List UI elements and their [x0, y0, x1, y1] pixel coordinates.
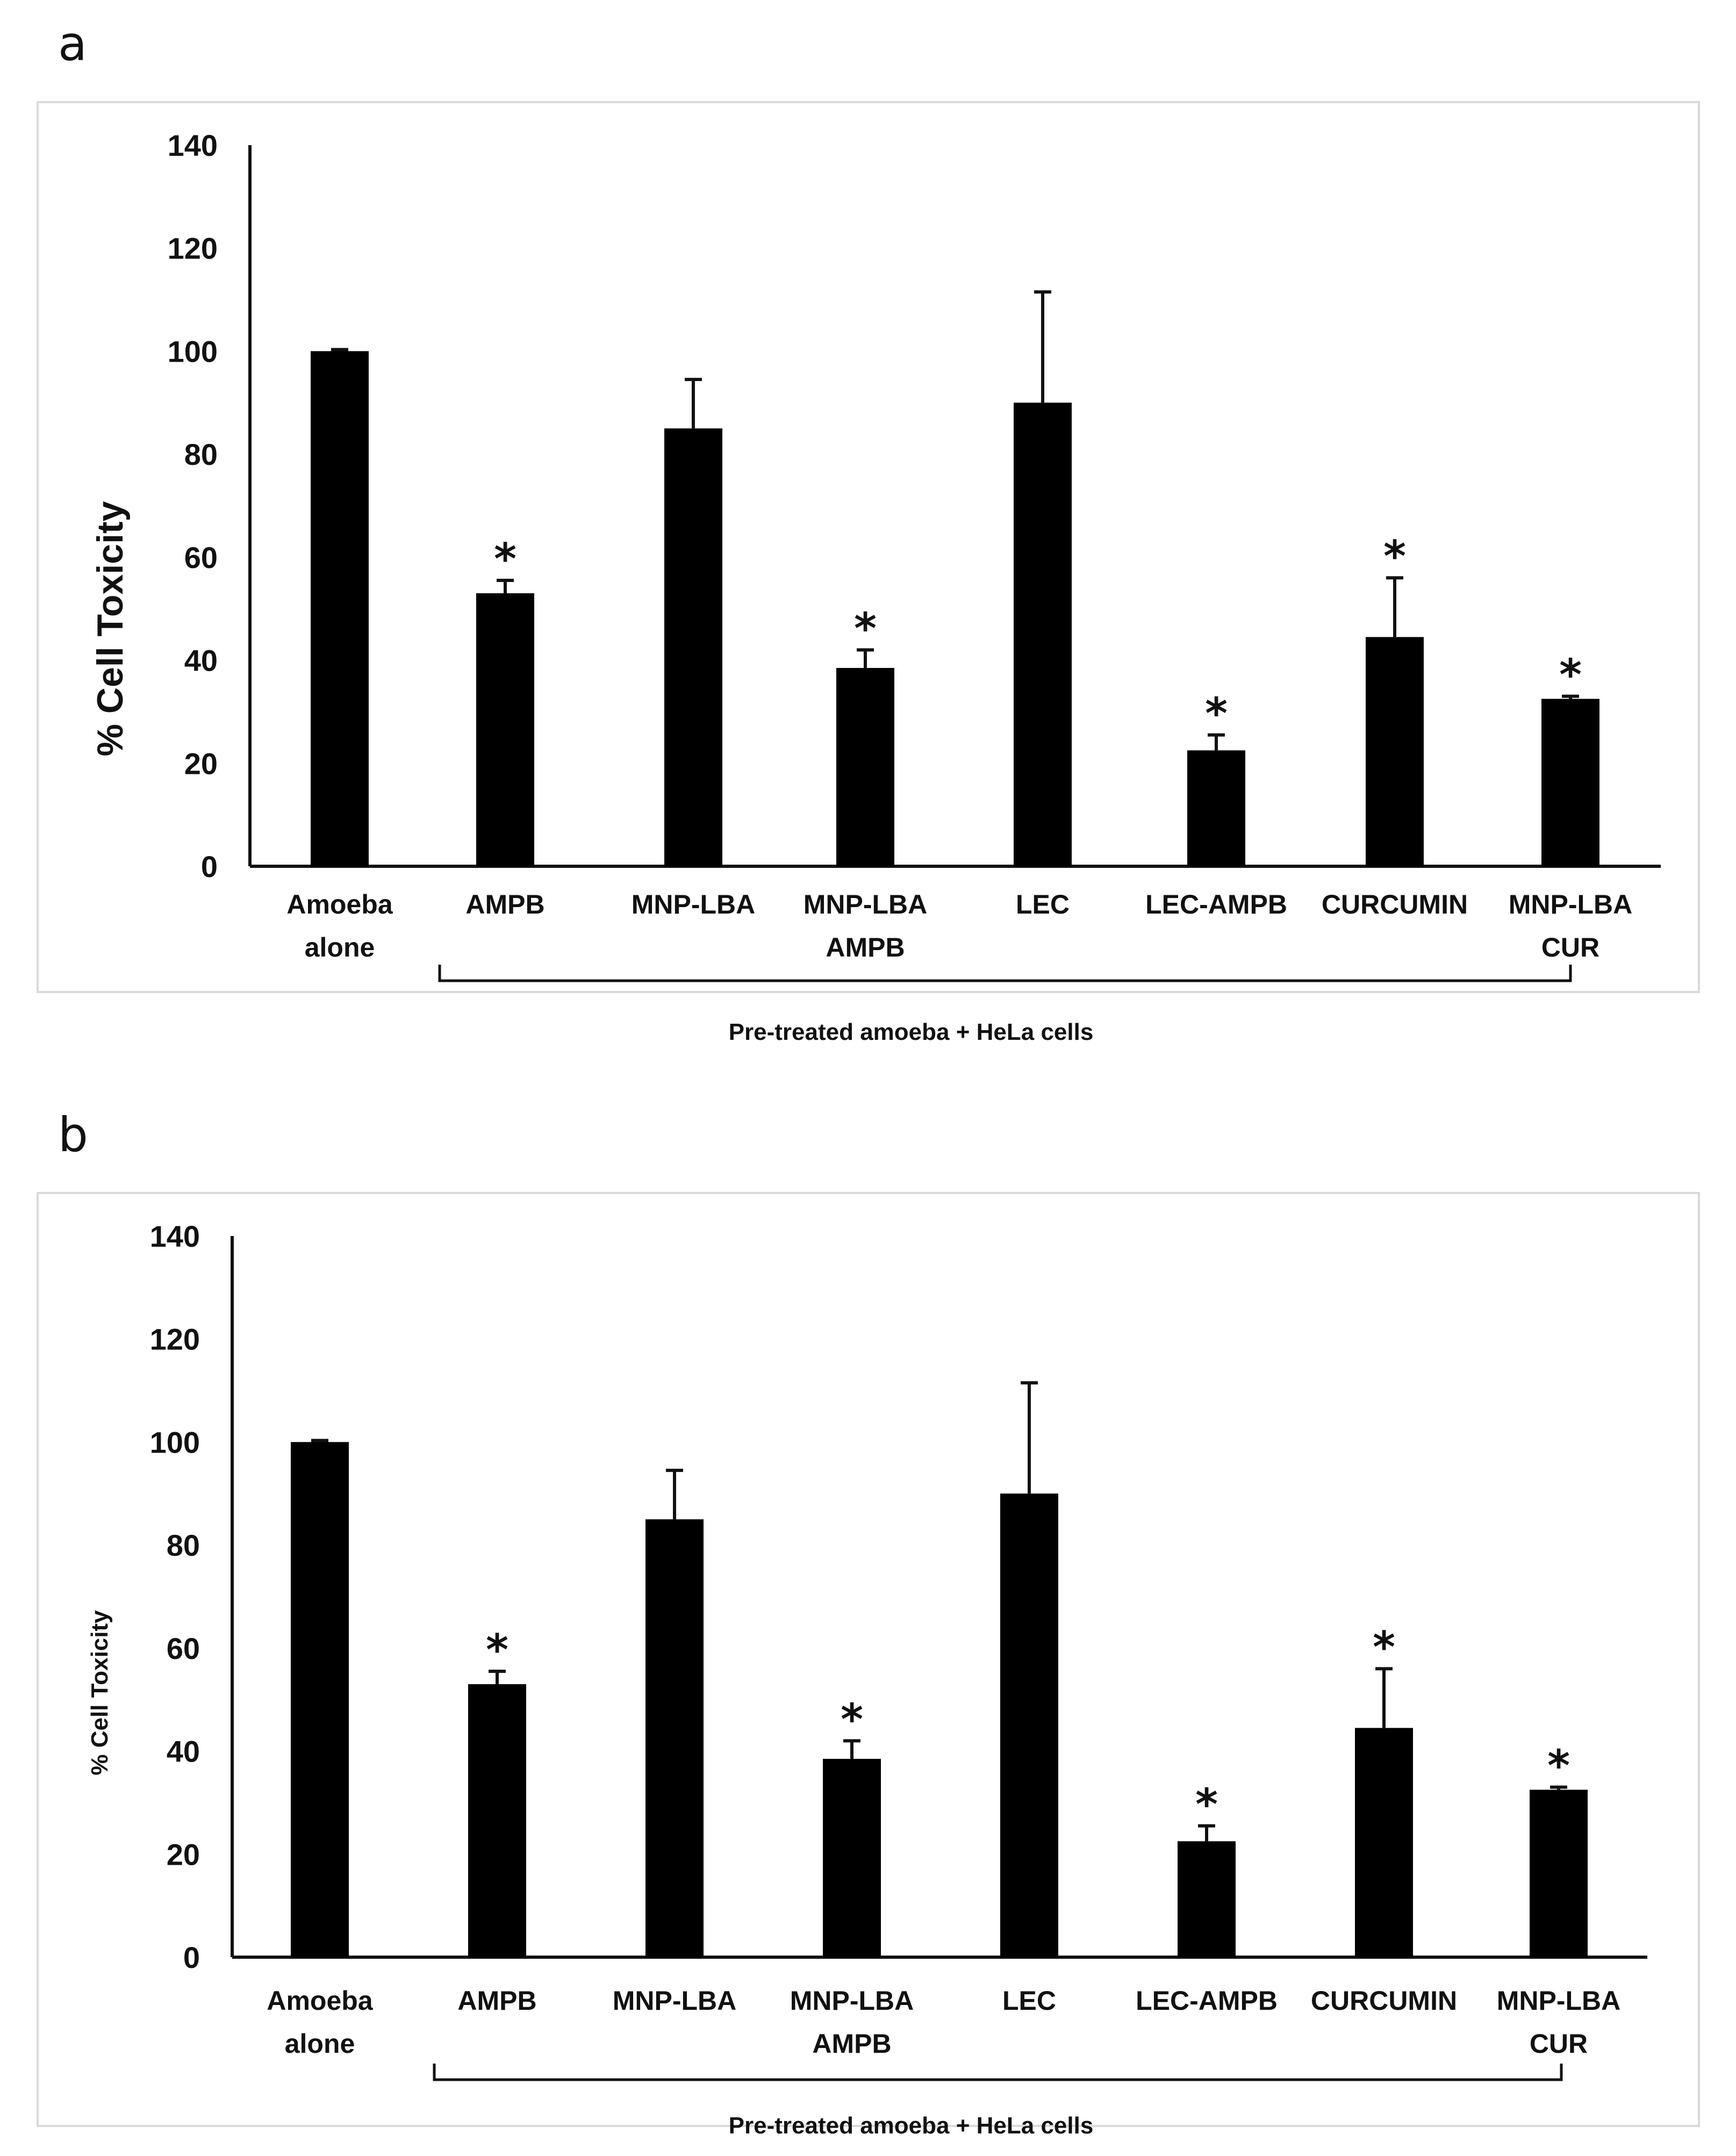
chart-frame-b [37, 1192, 1700, 2127]
chart-frame-a [37, 101, 1700, 993]
group-label: Pre-treated amoeba + HeLa cells [729, 1019, 1094, 1045]
panel-letter-b: b [58, 1107, 88, 1162]
panel-letter-a: a [58, 16, 87, 71]
